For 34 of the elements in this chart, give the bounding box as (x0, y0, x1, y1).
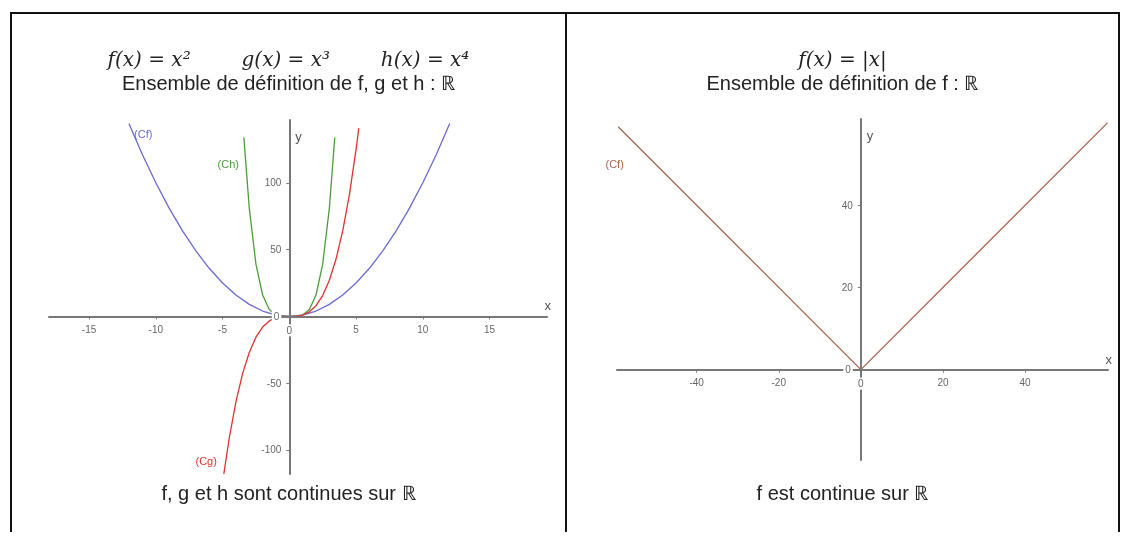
chart-subtitle: Ensemble de définition de f, g et h : ℝ (121, 72, 456, 94)
x-axis-title: x (1105, 351, 1113, 367)
x-tick-label: -40 (689, 377, 705, 389)
x-tick-label: -5 (218, 323, 228, 335)
chart-title: f(x) = x² g(x) = x³ h(x) = x⁴ (105, 47, 470, 71)
series-label: (Cf) (134, 128, 153, 141)
series-label: (Cg) (195, 455, 217, 468)
x-axis-title: x (544, 298, 552, 314)
x-tick-label: -20 (771, 377, 787, 389)
x-tick-label: 5 (353, 323, 360, 335)
y-tick-label: -50 (266, 377, 282, 389)
series-label: (Ch) (217, 157, 239, 170)
text: f est continue sur ℝ (756, 482, 929, 504)
x-tick-label: 15 (484, 323, 496, 335)
series-label: (Cf) (605, 157, 624, 170)
y-axis-title: y (866, 128, 874, 143)
x-tick-label: -10 (148, 323, 164, 335)
x-tick-label: 0 (858, 378, 865, 390)
chart-subtitle: Ensemble de définition de f : ℝ (706, 72, 979, 94)
y-tick-label: -100 (261, 444, 282, 456)
y-tick-label: 20 (841, 281, 854, 293)
y-tick-label: 0 (845, 364, 852, 376)
text: f, g et h sont continues sur ℝ (161, 482, 416, 504)
x-tick-label: 40 (1019, 377, 1032, 389)
x-tick-label: 10 (417, 323, 429, 335)
y-tick-label: 50 (270, 244, 282, 256)
y-tick-label: 0 (273, 310, 280, 322)
chart-title: f(x) = |x| (796, 47, 887, 72)
x-tick-label: 0 (286, 324, 293, 336)
x-tick-label: 20 (937, 377, 949, 389)
y-tick-label: 100 (264, 177, 282, 189)
y-tick-label: 40 (841, 199, 854, 211)
y-axis-title: y (295, 129, 303, 144)
x-tick-label: -15 (81, 323, 97, 335)
